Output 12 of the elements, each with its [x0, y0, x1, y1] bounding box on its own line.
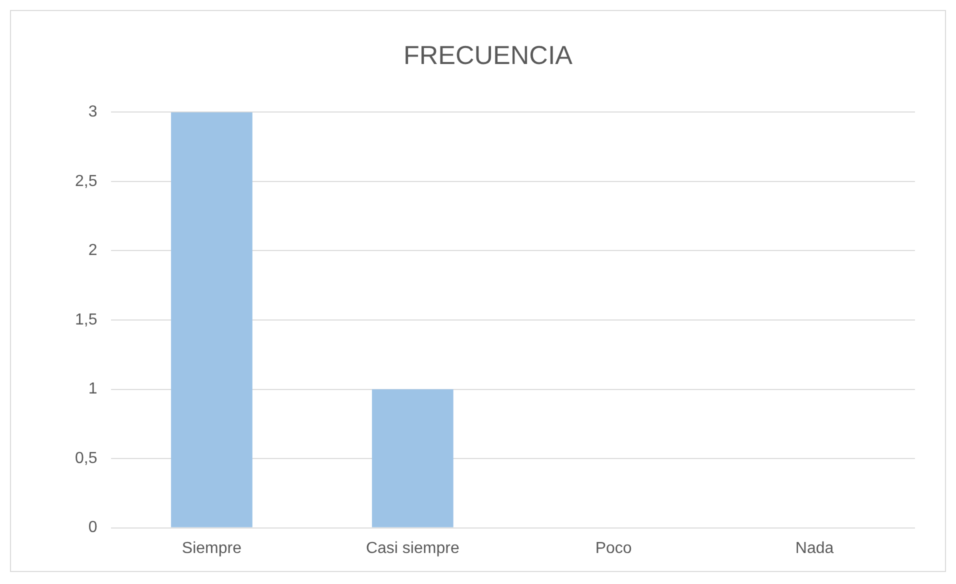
y-tick-label: 1,5: [74, 311, 98, 328]
y-tick-label: 0,5: [74, 450, 98, 467]
y-tick-label: 2: [88, 242, 98, 260]
chart-title: FRECUENCIA: [403, 40, 574, 70]
x-tick-label: Nada: [795, 540, 834, 557]
y-tick-label: 3: [88, 104, 98, 121]
x-tick-label: Poco: [595, 540, 632, 557]
y-tick-label: 0: [88, 519, 98, 536]
y-tick-label: 1: [88, 380, 98, 398]
y-tick-label: 2,5: [74, 172, 98, 190]
x-tick-label: Siempre: [182, 540, 242, 557]
x-tick-label: Casi siempre: [366, 540, 460, 557]
